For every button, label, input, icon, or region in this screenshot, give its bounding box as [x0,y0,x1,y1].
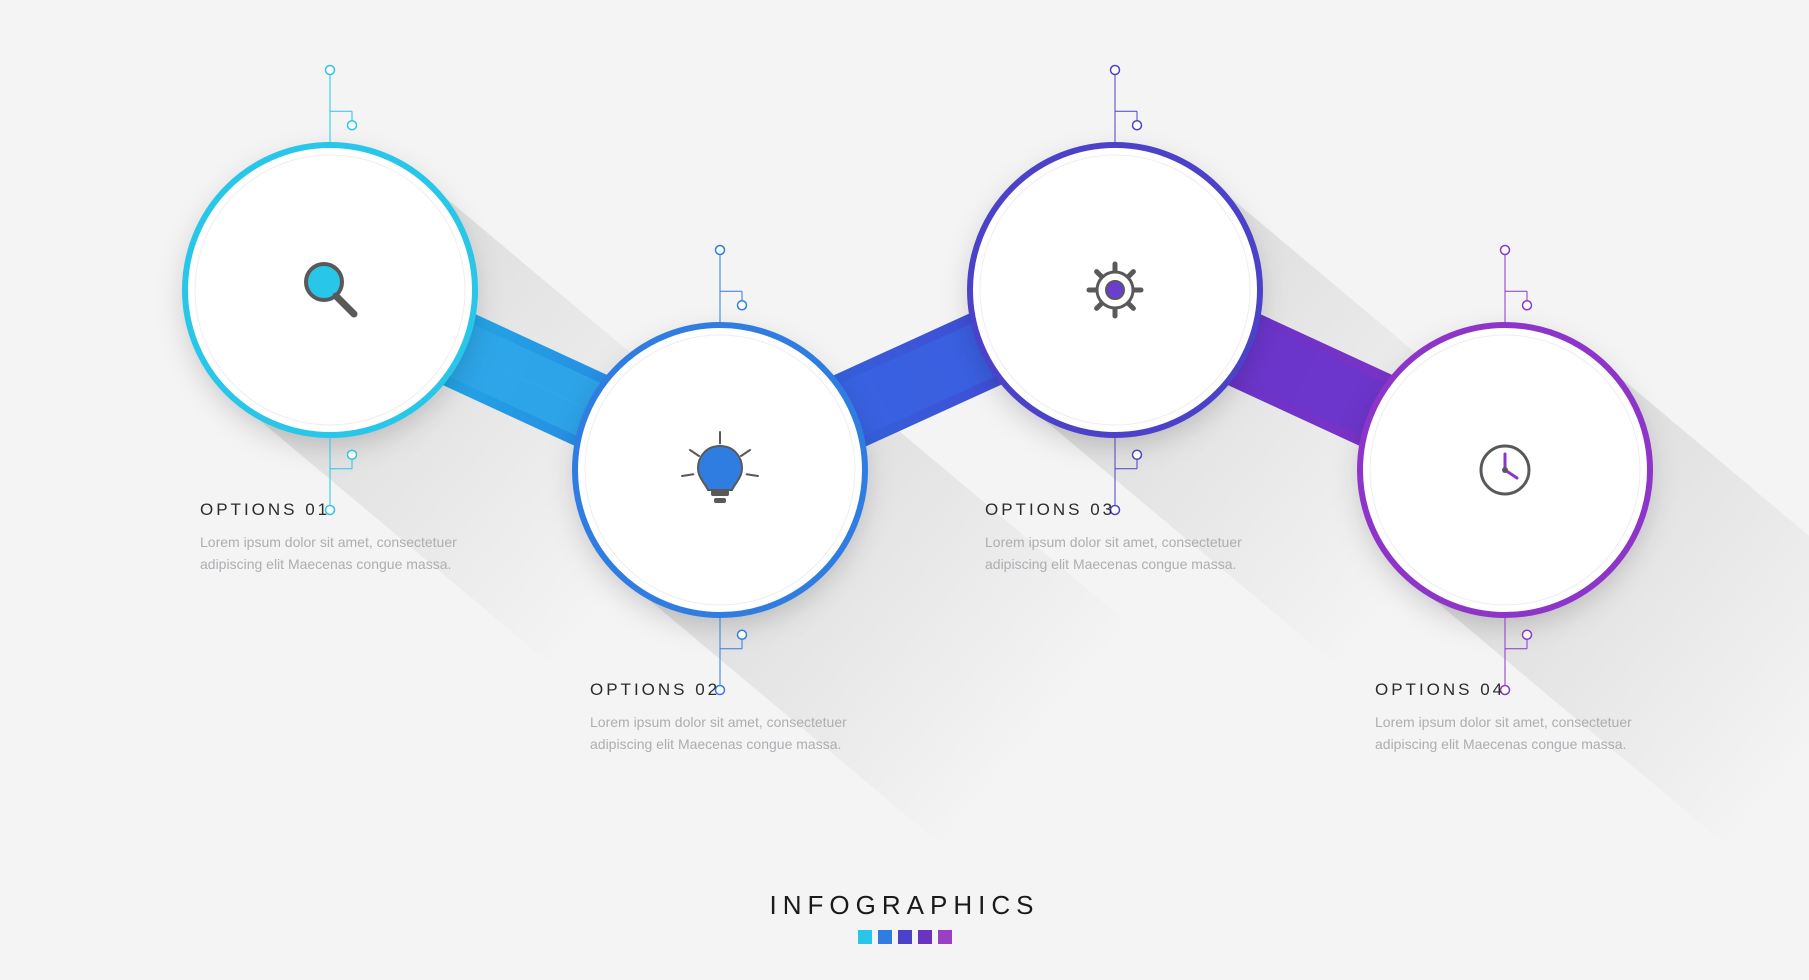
gear-icon [1089,264,1141,316]
option-3-body: Lorem ipsum dolor sit amet, consectetuer… [985,532,1245,575]
footer-swatch [858,930,872,944]
footer-swatch [898,930,912,944]
option-1-block: OPTIONS 01 Lorem ipsum dolor sit amet, c… [200,500,460,575]
option-3-title: OPTIONS 03 [985,500,1245,520]
option-4-title: OPTIONS 04 [1375,680,1635,700]
footer-swatch [938,930,952,944]
option-3-block: OPTIONS 03 Lorem ipsum dolor sit amet, c… [985,500,1245,575]
option-2-body: Lorem ipsum dolor sit amet, consectetuer… [590,712,850,755]
antenna [716,246,747,326]
infographic-canvas [0,0,1809,980]
infographic-stage: { "type": "infographic", "background_col… [0,0,1809,980]
clock-icon [1481,446,1529,494]
footer-title: INFOGRAPHICS [0,890,1809,921]
option-1-title: OPTIONS 01 [200,500,460,520]
footer-swatch [878,930,892,944]
option-1-body: Lorem ipsum dolor sit amet, consectetuer… [200,532,460,575]
option-4-body: Lorem ipsum dolor sit amet, consectetuer… [1375,712,1635,755]
antenna [1501,246,1532,326]
option-2-title: OPTIONS 02 [590,680,850,700]
footer-swatch [918,930,932,944]
option-4-block: OPTIONS 04 Lorem ipsum dolor sit amet, c… [1375,680,1635,755]
antenna [1111,66,1142,146]
antenna [326,66,357,146]
option-2-block: OPTIONS 02 Lorem ipsum dolor sit amet, c… [590,680,850,755]
footer-swatches [858,930,952,944]
